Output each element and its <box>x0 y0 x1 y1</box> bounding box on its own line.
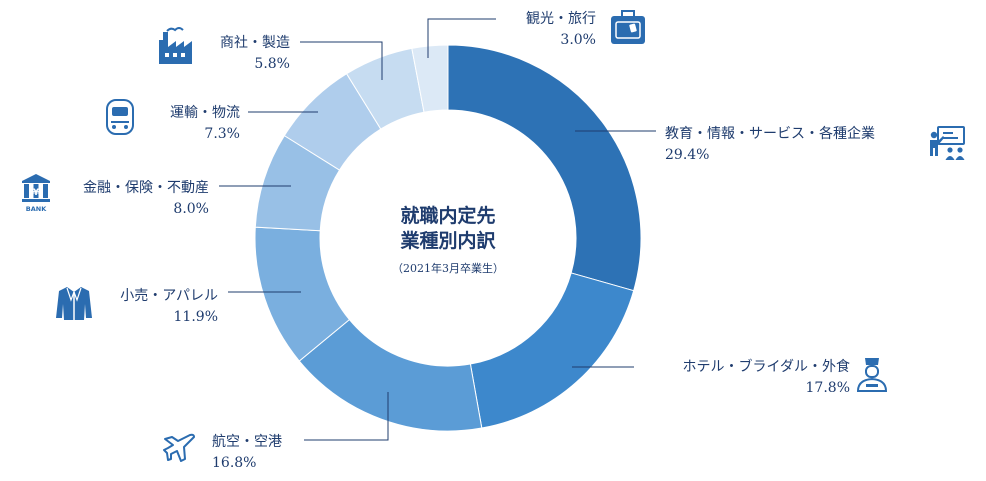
slice-name-label-7: 商社・製造 <box>220 35 290 51</box>
slice-value-label-6: 7.3% <box>204 126 240 142</box>
slice-value-label-3: 16.8% <box>212 455 256 471</box>
center-subtitle: （2021年3月卒業生） <box>392 261 504 275</box>
factory-icon <box>159 27 192 64</box>
center-title-line-1: 就職内定先 <box>400 204 495 227</box>
presentation-icon <box>930 126 965 160</box>
slice-value-label-5: 8.0% <box>173 201 209 217</box>
center-title-line-2: 業種別内訳 <box>399 229 496 252</box>
slices-layer <box>254 44 642 432</box>
leader-lines <box>219 18 656 441</box>
slice-name-label-1: 教育・情報・サービス・各種企業 <box>665 125 875 142</box>
slice-value-label-1: 29.4% <box>665 147 709 163</box>
slice-labels: 教育・情報・サービス・各種企業 29.4% ホテル・ブライダル・外食 17.8% 航空・… <box>83 10 875 471</box>
bank-icon: ¥ BANK <box>22 174 50 213</box>
suitcase-icon <box>611 10 645 44</box>
slice-2 <box>469 272 635 429</box>
leader-line-3 <box>304 392 389 441</box>
slice-name-label-3: 航空・空港 <box>212 434 282 450</box>
bank-icon-caption: BANK <box>26 205 47 213</box>
leader-line-7 <box>300 41 383 80</box>
slice-name-label-4: 小売・アパレル <box>120 288 218 304</box>
slice-8 <box>411 44 449 113</box>
slice-name-label-6: 運輸・物流 <box>170 105 240 121</box>
icons-layer: ¥ BANK <box>22 10 965 462</box>
bellboy-icon <box>856 358 888 392</box>
slice-name-label-8: 観光・旅行 <box>526 10 596 27</box>
leader-line-8 <box>427 18 496 58</box>
airplane-icon <box>163 433 195 462</box>
slice-name-label-5: 金融・保険・不動産 <box>83 180 209 196</box>
slice-value-label-2: 17.8% <box>806 380 850 396</box>
slice-value-label-8: 3.0% <box>560 32 596 48</box>
slice-value-label-7: 5.8% <box>254 56 290 72</box>
bank-yen-glyph: ¥ <box>33 188 40 198</box>
center-title-group: 就職内定先 業種別内訳 （2021年3月卒業生） <box>392 204 504 275</box>
train-icon <box>106 99 134 135</box>
slice-value-label-4: 11.9% <box>174 309 218 325</box>
slice-name-label-2: ホテル・ブライダル・外食 <box>683 358 850 375</box>
jacket-icon <box>56 287 92 320</box>
slice-1 <box>447 44 642 292</box>
